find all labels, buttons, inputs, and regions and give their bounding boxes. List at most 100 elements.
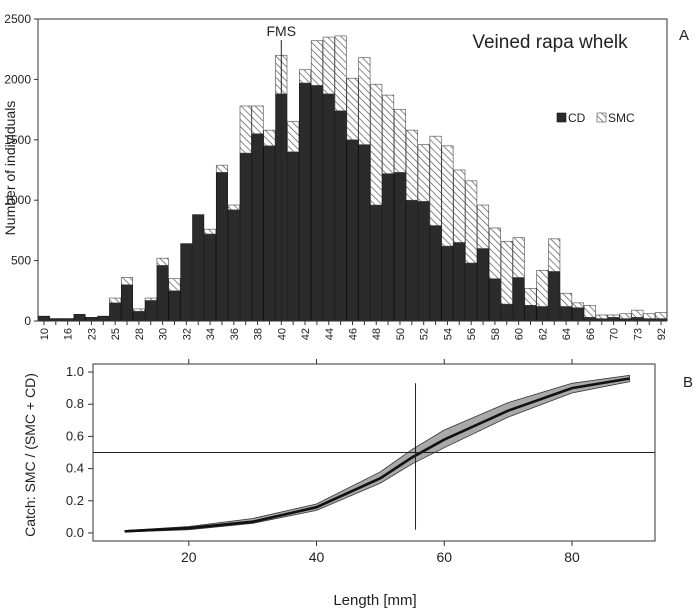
y-tick-label: 0.2 — [66, 493, 84, 508]
bar-cd — [132, 311, 145, 322]
y-tick-label: 2500 — [4, 12, 31, 26]
bar-cd — [607, 317, 620, 322]
bar-smc — [500, 240, 513, 305]
bar-cd — [109, 302, 122, 322]
bar-smc — [346, 77, 359, 141]
x-tick-label: 38 — [253, 328, 265, 340]
bar-cd — [37, 315, 50, 322]
x-tick-label: 52 — [419, 328, 431, 340]
panel-b-x-axis-label: Length [mm] — [333, 592, 416, 609]
bar-smc — [595, 314, 608, 319]
x-tick-label: 46 — [348, 328, 360, 340]
bar-cd — [631, 317, 644, 322]
x-tick-label: 64 — [561, 328, 573, 340]
bar-smc — [251, 105, 264, 135]
bar-cd — [393, 172, 406, 322]
x-tick-label: 28 — [134, 328, 146, 340]
bar-smc — [429, 135, 442, 226]
panel-a-label: A — [679, 27, 689, 44]
x-tick-label: 62 — [537, 328, 549, 340]
bar-cd — [322, 93, 335, 322]
panel-b-plot-area: 0.0 0.2 0.4 0.6 0.8 1.0 20 40 60 80 — [66, 359, 656, 565]
x-tick-label: 58 — [490, 328, 502, 340]
bar-smc — [405, 129, 418, 201]
bar-cd — [560, 306, 573, 322]
bar-cd — [429, 225, 442, 322]
bar-smc — [132, 308, 145, 312]
bar-cd — [227, 209, 240, 322]
bar-smc — [571, 302, 584, 309]
bar-smc — [322, 36, 335, 95]
bar-cd — [73, 314, 86, 322]
bar-smc — [334, 35, 347, 112]
legend-label-cd: CD — [568, 111, 586, 125]
fms-annotation: FMS — [267, 23, 297, 321]
bar-smc — [215, 164, 228, 173]
x-tick-label: 92 — [656, 328, 668, 340]
panel-b-y-axis-label: Catch: SMC / (SMC + CD) — [22, 373, 38, 537]
bar-smc — [299, 69, 312, 84]
bar-cd — [168, 290, 181, 322]
panel-a-histogram: A Number of individuals 0 500 1000 1500 2000… — [2, 12, 689, 340]
bar-smc — [643, 313, 656, 319]
bar-cd — [287, 151, 300, 322]
y-tick-label: 0 — [24, 314, 31, 328]
x-tick-label: 50 — [395, 328, 407, 340]
bar-smc — [358, 57, 371, 145]
fms-label: FMS — [267, 23, 297, 39]
y-tick-label: 0.6 — [66, 428, 84, 443]
bar-smc — [121, 277, 134, 286]
x-tick-label: 42 — [300, 328, 312, 340]
bar-smc — [453, 169, 466, 243]
bar-smc — [144, 297, 157, 301]
y-tick-label: 500 — [11, 254, 31, 268]
bar-cd — [346, 139, 359, 322]
y-tick-label: 1000 — [4, 193, 31, 207]
bar-cd — [239, 152, 252, 322]
y-tick-label: 1500 — [4, 133, 31, 147]
legend-swatch-cd — [556, 112, 567, 123]
x-tick-label: 56 — [466, 328, 478, 340]
bar-cd — [536, 306, 549, 322]
bar-smc — [548, 238, 561, 272]
x-tick-label: 32 — [181, 328, 193, 340]
bar-cd — [512, 277, 525, 322]
y-tick-label: 0.8 — [66, 396, 84, 411]
bar-smc — [263, 129, 276, 147]
x-tick-label: 54 — [442, 328, 454, 340]
bar-smc — [393, 109, 406, 173]
x-tick-label: 40 — [309, 549, 325, 565]
bar-cd — [405, 199, 418, 322]
x-tick-label: 44 — [324, 328, 336, 340]
y-tick-label: 0.0 — [66, 525, 84, 540]
bar-cd — [251, 133, 264, 322]
legend-label-smc: SMC — [608, 111, 635, 125]
bar-cd — [180, 243, 193, 322]
x-tick-label: 34 — [205, 328, 217, 340]
x-tick-label: 23 — [86, 328, 98, 340]
bar-cd — [500, 303, 513, 322]
bar-cd — [334, 110, 347, 322]
panel-a-title: Veined rapa whelk — [472, 32, 628, 53]
bar-cd — [299, 82, 312, 322]
panel-a-axes: 0 500 1000 1500 2000 2500 10 16 23 25 28 30 32 34 36 38… — [4, 12, 668, 340]
bar-smc — [417, 144, 430, 202]
selectivity-curve — [124, 377, 630, 533]
bar-cd — [548, 271, 561, 322]
bar-smc — [619, 313, 632, 319]
bar-cd — [583, 317, 596, 322]
panel-b-frame — [92, 363, 656, 542]
bar-smc — [370, 83, 383, 206]
bar-cd — [417, 201, 430, 322]
bar-cd — [477, 248, 490, 322]
bar-smc — [524, 288, 537, 306]
bar-cd — [192, 214, 205, 322]
confidence-band — [124, 374, 630, 533]
bar-smc — [512, 237, 525, 278]
panel-b-selectivity-curve: B Catch: SMC / (SMC + CD) Length [mm] 0.… — [22, 359, 693, 609]
x-tick-label: 48 — [371, 328, 383, 340]
panel-a-y-axis-label: Number of individuals — [2, 101, 18, 236]
bar-smc — [239, 105, 252, 154]
x-tick-label: 25 — [110, 328, 122, 340]
